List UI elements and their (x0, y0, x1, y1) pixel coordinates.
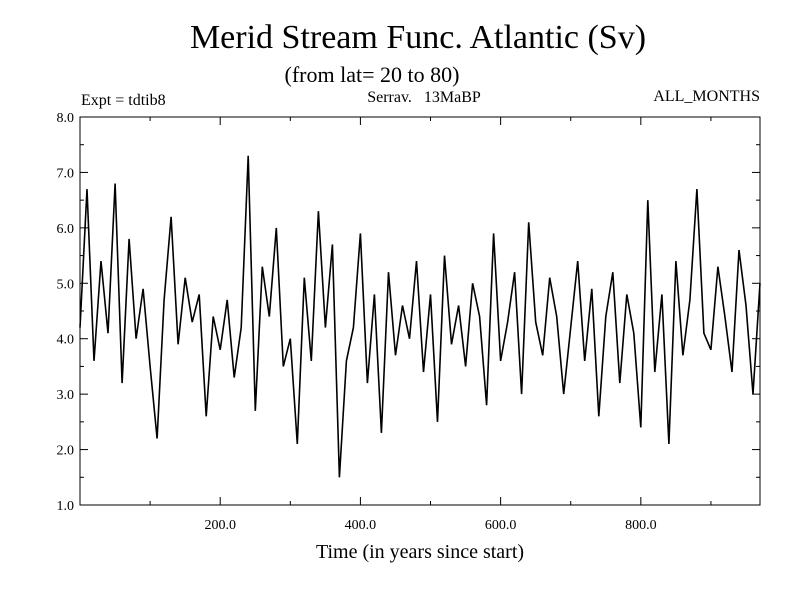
y-tick-label: 3.0 (57, 388, 75, 403)
y-tick-label: 6.0 (57, 222, 75, 237)
x-tick-label: 200.0 (204, 518, 236, 533)
y-tick-label: 1.0 (57, 499, 75, 514)
x-axis-label: Time (in years since start) (316, 541, 524, 563)
y-tick-label: 8.0 (57, 111, 75, 126)
x-tick-label: 800.0 (625, 518, 657, 533)
series-group (79, 155, 761, 478)
experiment-label: Expt = tdtib8 (81, 92, 166, 109)
series-line (79, 155, 761, 478)
y-tick-label: 5.0 (57, 277, 75, 292)
x-tick-label: 600.0 (485, 518, 517, 533)
axis-ticks: 1.0 2.0 3.0 4.0 5.0 6.0 7.0 8.0 200.0 400.0 600.0 8… (57, 111, 760, 533)
chart-subtitle: (from lat= 20 to 80) (285, 62, 460, 87)
y-tick-label: 4.0 (57, 333, 75, 348)
months-label: ALL_MONTHS (653, 88, 760, 105)
y-tick-label: 7.0 (57, 166, 75, 181)
period-label: Serrav. 13MaBP (367, 89, 481, 106)
x-tick-label: 400.0 (345, 518, 377, 533)
y-tick-label: 2.0 (57, 444, 75, 459)
chart-title: Merid Stream Func. Atlantic (Sv) (190, 19, 646, 56)
